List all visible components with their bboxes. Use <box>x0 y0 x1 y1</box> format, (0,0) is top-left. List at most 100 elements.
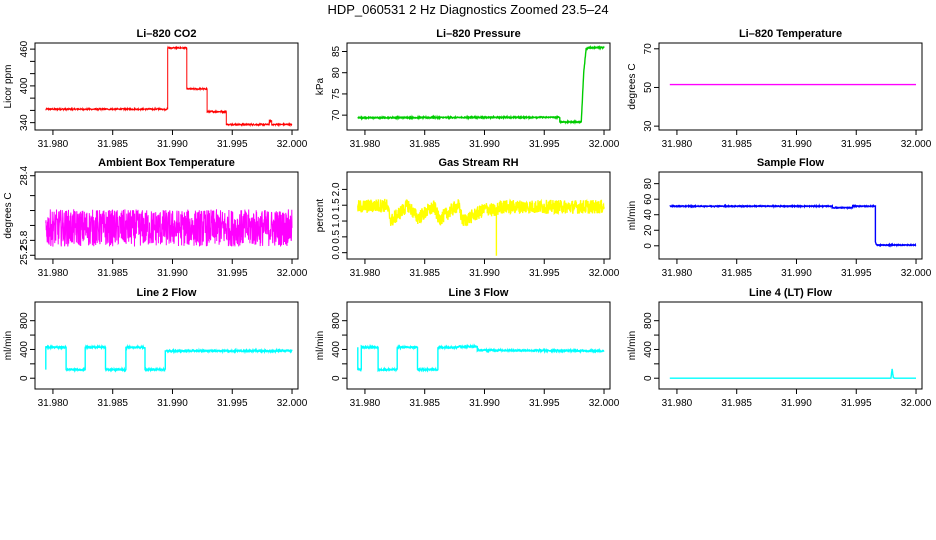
series-line <box>45 343 293 374</box>
x-tick-label: 31.995 <box>529 398 560 409</box>
y-tick-label: 0 <box>19 375 30 381</box>
x-tick-label: 32.000 <box>589 139 620 150</box>
x-tick-label: 32.000 <box>589 268 620 279</box>
x-tick-label: 31.995 <box>841 268 872 279</box>
y-axis-label: degrees C <box>3 192 14 238</box>
plot-frame <box>658 301 923 390</box>
x-tick-label: 31.990 <box>157 139 188 150</box>
y-axis-label: ml/min <box>3 331 14 360</box>
x-tick-label: 31.985 <box>97 398 128 409</box>
y-tick-label: 70 <box>643 43 654 55</box>
y-tick-label: 0.0 <box>331 245 342 259</box>
y-tick-label: 800 <box>331 312 342 329</box>
page-title: HDP_060531 2 Hz Diagnostics Zoomed 23.5–… <box>327 2 609 17</box>
chart-title: Sample Flow <box>757 157 825 169</box>
y-tick-label: 28.4 <box>19 166 30 186</box>
x-tick-label: 31.990 <box>469 398 500 409</box>
x-tick-label: 31.985 <box>409 139 440 150</box>
y-tick-label: 1.0 <box>331 214 342 228</box>
series-line <box>357 343 605 373</box>
x-tick-label: 31.980 <box>662 268 693 279</box>
plot-frame <box>34 301 299 390</box>
chart-panel-9: Line 4 (LT) Flow 31.980 31.985 31.990 31.995… <box>627 287 932 409</box>
y-axis-label: kPa <box>315 77 326 95</box>
x-tick-label: 32.000 <box>277 139 308 150</box>
y-tick-label: 400 <box>643 341 654 358</box>
x-tick-label: 31.980 <box>38 139 69 150</box>
chart-panel-1: Li–820 CO2 31.980 31.985 31.990 31.995 32.000… <box>3 28 308 150</box>
y-tick-label: 30 <box>643 120 654 132</box>
chart-panel-5: Gas Stream RH 31.980 31.985 31.990 31.995 32.… <box>315 157 620 279</box>
y-tick-label: 70 <box>331 109 342 121</box>
chart-title: Ambient Box Temperature <box>98 157 235 169</box>
y-tick-label: 25.8 <box>19 230 30 250</box>
y-axis-label: percent <box>315 199 326 233</box>
x-tick-label: 31.995 <box>529 139 560 150</box>
plot-frame <box>658 171 923 260</box>
y-tick-label: 400 <box>19 341 30 358</box>
series-line <box>45 209 293 247</box>
x-tick-label: 31.980 <box>662 139 693 150</box>
plot-frame <box>34 42 299 131</box>
y-axis-label: ml/min <box>315 331 326 360</box>
y-tick-label: 460 <box>19 40 30 57</box>
series-line <box>669 203 917 248</box>
y-axis-label: degrees C <box>627 63 638 109</box>
y-tick-label: 800 <box>643 312 654 329</box>
x-tick-label: 31.985 <box>97 139 128 150</box>
y-tick-label: 800 <box>19 312 30 329</box>
x-tick-label: 31.995 <box>217 398 248 409</box>
plot-frame <box>658 42 923 131</box>
x-tick-label: 31.990 <box>157 398 188 409</box>
x-tick-label: 31.980 <box>350 398 381 409</box>
y-tick-label: 60 <box>643 193 654 205</box>
y-axis-label: Licor ppm <box>3 65 14 109</box>
series-line <box>45 45 293 128</box>
chart-panel-7: Line 2 Flow 31.980 31.985 31.990 31.995 32.00… <box>3 287 308 409</box>
plot-frame <box>346 171 611 260</box>
chart-title: Line 4 (LT) Flow <box>749 287 832 299</box>
y-tick-label: 85 <box>331 45 342 57</box>
x-tick-label: 32.000 <box>589 398 620 409</box>
x-tick-label: 31.985 <box>97 268 128 279</box>
y-tick-label: 80 <box>331 67 342 79</box>
chart-title: Li–820 CO2 <box>137 28 197 40</box>
x-tick-label: 32.000 <box>901 398 932 409</box>
x-tick-label: 31.995 <box>841 139 872 150</box>
series-line <box>357 198 605 256</box>
x-tick-label: 31.980 <box>38 268 69 279</box>
y-tick-label: 0 <box>331 375 342 381</box>
y-tick-label: 80 <box>643 178 654 190</box>
x-tick-label: 31.985 <box>721 139 752 150</box>
plot-frame <box>346 301 611 390</box>
chart-panel-6: Sample Flow 31.980 31.985 31.990 31.995 32.00… <box>627 157 932 279</box>
x-tick-label: 31.980 <box>350 268 381 279</box>
x-tick-label: 32.000 <box>277 268 308 279</box>
x-tick-label: 31.990 <box>469 139 500 150</box>
chart-title: Li–820 Temperature <box>739 28 842 40</box>
series-line <box>357 44 605 125</box>
x-tick-label: 31.985 <box>721 268 752 279</box>
y-tick-label: 75 <box>331 88 342 100</box>
y-tick-label: 1.5 <box>331 198 342 212</box>
x-tick-label: 31.990 <box>469 268 500 279</box>
x-tick-label: 31.995 <box>217 268 248 279</box>
chart-panel-8: Line 3 Flow 31.980 31.985 31.990 31.995 32.00… <box>315 287 620 409</box>
x-tick-label: 31.990 <box>781 268 812 279</box>
chart-title: Line 2 Flow <box>137 287 197 299</box>
chart-title: Li–820 Pressure <box>436 28 520 40</box>
x-tick-label: 31.985 <box>721 398 752 409</box>
y-tick-label: 0 <box>643 243 654 249</box>
y-tick-label: 20 <box>643 224 654 236</box>
x-tick-label: 31.995 <box>529 268 560 279</box>
x-tick-label: 31.980 <box>38 398 69 409</box>
plot-frame <box>34 171 299 260</box>
x-tick-label: 31.985 <box>409 268 440 279</box>
x-tick-label: 32.000 <box>277 398 308 409</box>
x-tick-label: 31.995 <box>841 398 872 409</box>
y-tick-label: 400 <box>331 341 342 358</box>
chart-title: Gas Stream RH <box>438 157 518 169</box>
y-tick-label: 340 <box>19 114 30 131</box>
x-tick-label: 32.000 <box>901 268 932 279</box>
